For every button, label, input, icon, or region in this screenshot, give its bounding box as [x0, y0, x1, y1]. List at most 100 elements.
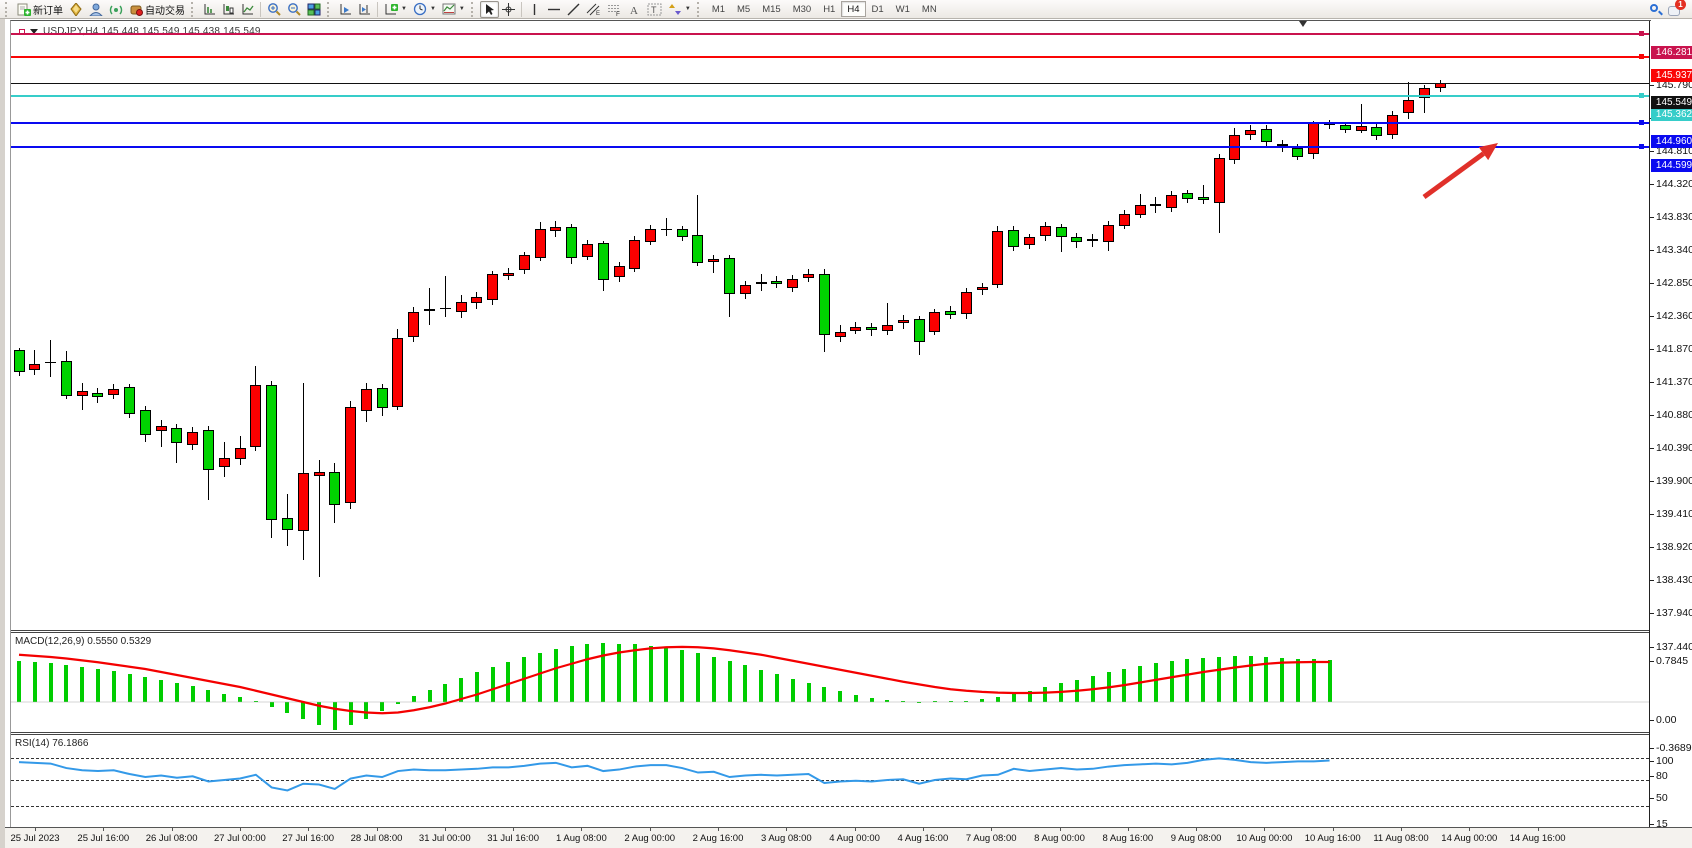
candle[interactable] — [866, 326, 878, 331]
candle[interactable] — [108, 388, 120, 395]
line-chart-button[interactable] — [238, 1, 257, 18]
candle[interactable] — [266, 385, 278, 520]
tf-H4[interactable]: H4 — [841, 1, 866, 17]
candle[interactable] — [1150, 204, 1162, 207]
candle[interactable] — [1260, 129, 1272, 143]
fibonacci-button[interactable]: F — [604, 1, 625, 18]
channel-button[interactable]: E — [583, 1, 604, 18]
candle[interactable] — [913, 318, 925, 343]
candle[interactable] — [803, 274, 814, 278]
text-button[interactable]: A — [625, 1, 644, 18]
candle-doji[interactable] — [45, 361, 57, 364]
candle[interactable] — [708, 258, 720, 263]
candle[interactable] — [1213, 158, 1225, 204]
candle[interactable] — [1403, 99, 1415, 114]
candle[interactable] — [1387, 114, 1399, 136]
candle[interactable] — [518, 255, 530, 271]
cursor-button[interactable] — [479, 0, 499, 18]
candle[interactable] — [692, 235, 704, 263]
indicators-button[interactable]: ▼ — [381, 1, 410, 18]
candle[interactable] — [76, 391, 88, 397]
candle[interactable] — [1292, 147, 1304, 157]
candle[interactable] — [629, 239, 641, 269]
candle[interactable] — [724, 258, 736, 294]
tf-MN[interactable]: MN — [921, 3, 937, 15]
candle[interactable] — [1181, 193, 1193, 199]
candle[interactable] — [1276, 143, 1288, 147]
candle[interactable] — [960, 291, 972, 314]
candle[interactable] — [360, 389, 372, 411]
candle-doji[interactable] — [424, 309, 436, 311]
candle[interactable] — [1024, 237, 1036, 246]
candle[interactable] — [1118, 214, 1130, 226]
auto-scroll-button[interactable] — [336, 1, 355, 18]
candle[interactable] — [1087, 238, 1099, 242]
time-axis[interactable]: 25 Jul 2023 25 Jul 16:00 26 Jul 08:00 27 Ju… — [5, 827, 1692, 848]
main-chart-panel[interactable]: USDJPY,H4 145.448 145.549 145.438 145.54… — [11, 21, 1649, 630]
candle[interactable] — [550, 227, 562, 232]
candle[interactable] — [597, 243, 609, 281]
toolbar-grip[interactable] — [470, 1, 477, 17]
candle[interactable] — [929, 311, 941, 333]
panel-separator[interactable] — [11, 732, 1692, 735]
candle[interactable] — [1245, 130, 1257, 136]
text-label-button[interactable]: T — [644, 1, 665, 18]
candle[interactable] — [139, 410, 151, 436]
rsi-panel[interactable]: RSI(14) 76.1866 — [11, 735, 1649, 827]
candle[interactable] — [1071, 237, 1083, 242]
tf-M1[interactable]: M1 — [711, 3, 726, 15]
candle[interactable] — [645, 229, 657, 242]
candle[interactable] — [313, 471, 325, 477]
chart-shift-marker-icon[interactable] — [1299, 21, 1307, 27]
candle[interactable] — [771, 280, 783, 285]
candle[interactable] — [992, 231, 1004, 285]
toolbar-grip[interactable] — [696, 1, 703, 17]
chart-shift-button[interactable] — [355, 1, 374, 18]
candle[interactable] — [471, 297, 483, 304]
horizontal-line-144.960[interactable] — [11, 121, 1649, 124]
candle[interactable] — [329, 472, 341, 506]
candle[interactable] — [739, 284, 751, 295]
candle[interactable] — [487, 274, 499, 301]
hline-handle[interactable] — [1639, 144, 1644, 150]
hline-handle[interactable] — [1639, 31, 1644, 37]
candle[interactable] — [124, 387, 136, 414]
candle[interactable] — [92, 392, 104, 397]
hline-handle[interactable] — [1639, 120, 1644, 126]
candle[interactable] — [676, 229, 688, 238]
signal-button[interactable] — [106, 1, 126, 18]
candle[interactable] — [1371, 126, 1383, 137]
candle[interactable] — [297, 472, 309, 532]
tf-H1[interactable]: H1 — [823, 3, 836, 15]
horizontal-line-145.937[interactable] — [11, 55, 1649, 58]
candle[interactable] — [502, 272, 514, 277]
candle[interactable] — [945, 310, 957, 316]
macd-panel[interactable]: MACD(12,26,9) 0.5550 0.5329 — [11, 633, 1649, 732]
candle[interactable] — [1008, 230, 1020, 247]
candle[interactable] — [60, 361, 72, 397]
horizontal-line-146.281[interactable] — [11, 32, 1649, 35]
vertical-line-button[interactable] — [525, 1, 544, 18]
candle[interactable] — [171, 428, 183, 443]
candle[interactable] — [376, 388, 388, 408]
candle[interactable] — [408, 311, 420, 337]
periods-button[interactable]: ▼ — [410, 1, 439, 18]
candle[interactable] — [281, 517, 293, 531]
candle[interactable] — [834, 332, 846, 337]
chat-icon[interactable]: 1 — [1668, 0, 1686, 16]
bar-chart-button[interactable] — [200, 1, 219, 18]
candle[interactable] — [202, 429, 214, 470]
candle[interactable] — [1197, 197, 1209, 201]
candle[interactable] — [897, 319, 909, 324]
candle[interactable] — [29, 364, 41, 371]
candle[interactable] — [218, 458, 230, 468]
tf-M5[interactable]: M5 — [737, 3, 751, 15]
candle[interactable] — [613, 266, 625, 277]
candle[interactable] — [13, 350, 25, 372]
arrows-button[interactable]: ▼ — [665, 1, 694, 18]
candle[interactable] — [755, 281, 767, 285]
tf-W1[interactable]: W1 — [895, 3, 910, 15]
autotrading-button[interactable]: 自动交易 — [126, 1, 188, 18]
candle[interactable] — [1055, 227, 1067, 238]
crosshair-button[interactable] — [499, 1, 518, 18]
